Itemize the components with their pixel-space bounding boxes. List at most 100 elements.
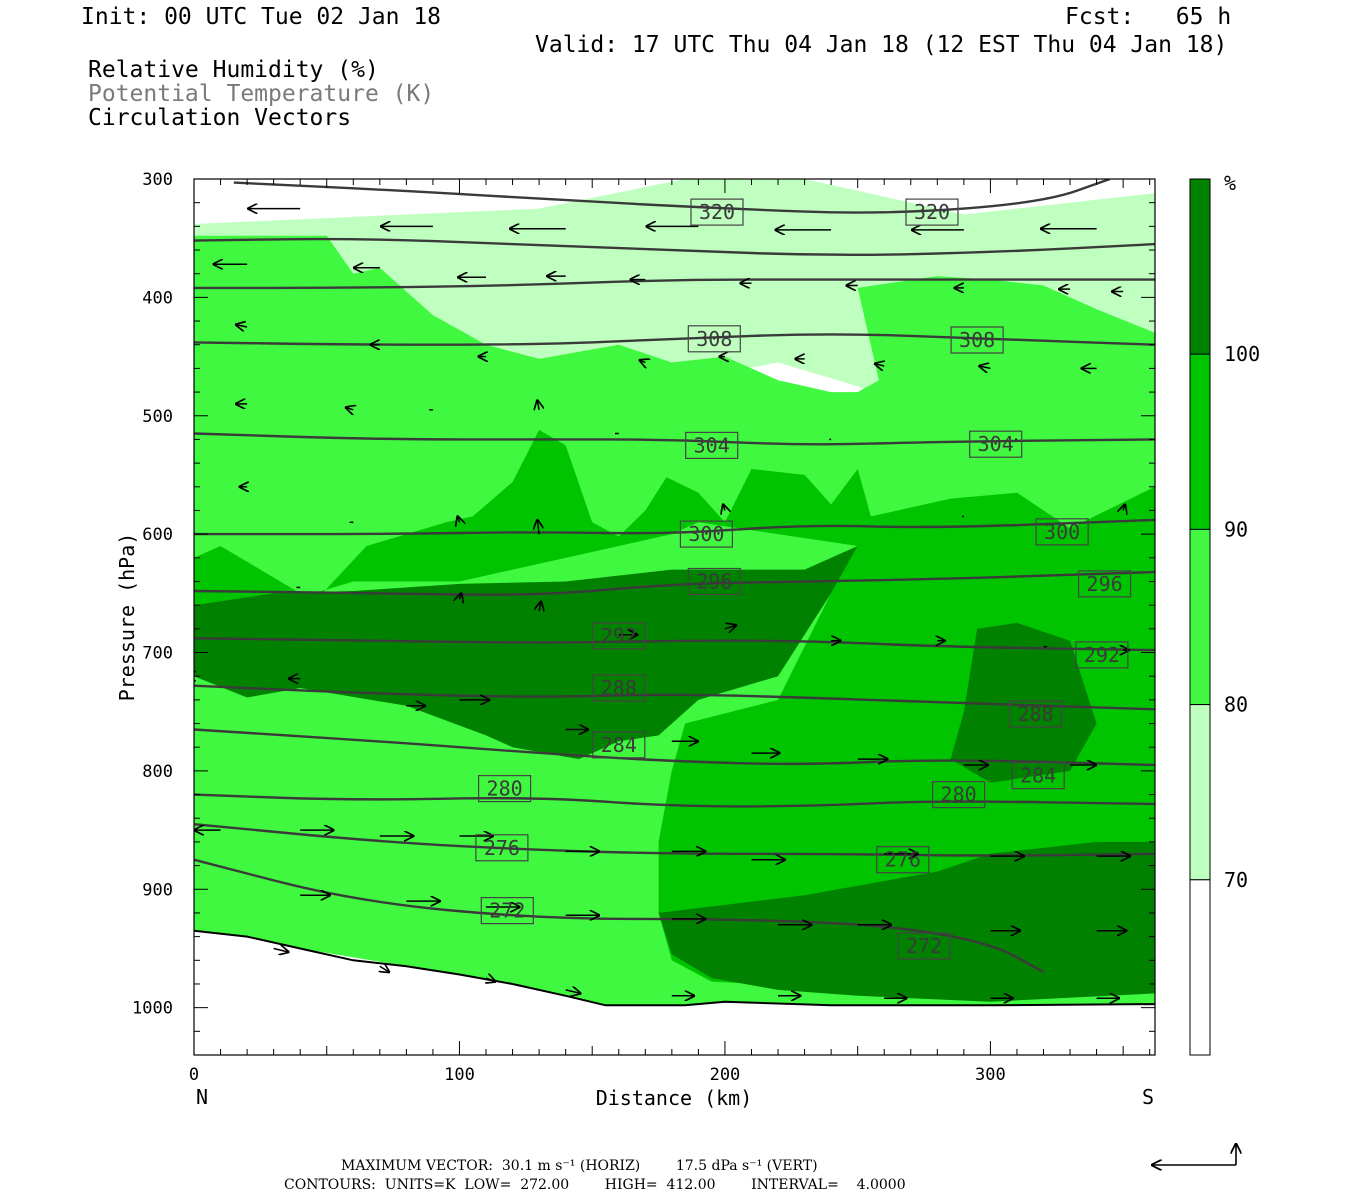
theta-label-296: 296 bbox=[687, 567, 741, 596]
rh-region-5 bbox=[950, 622, 1097, 783]
x-end-label-south: S bbox=[1142, 1085, 1154, 1109]
circulation-vector bbox=[537, 520, 539, 535]
forecast-hour: Fcst: 65 h bbox=[1065, 4, 1232, 30]
theta-label-276: 276 bbox=[876, 846, 930, 874]
theta-contour-304 bbox=[194, 432, 1155, 446]
x-tick-label: 0 bbox=[189, 1065, 199, 1085]
theta-label-308: 308 bbox=[687, 325, 741, 353]
svg-text:280: 280 bbox=[941, 783, 977, 807]
theta-contour-280 bbox=[194, 793, 1155, 808]
theta-label-296: 296 bbox=[1077, 570, 1132, 598]
theta-contour-308 bbox=[194, 333, 1155, 346]
y-tick-label: 700 bbox=[142, 644, 173, 664]
circulation-vector bbox=[537, 400, 539, 409]
field-rh-label: Relative Humidity (%) bbox=[88, 57, 379, 83]
colorbar-label: 70 bbox=[1224, 868, 1248, 892]
theta-contour-296 bbox=[194, 570, 1155, 596]
theta-label-300: 300 bbox=[1035, 518, 1089, 546]
circulation-vector bbox=[539, 602, 541, 612]
contours-note: CONTOURS: UNITS=K LOW= 272.00 HIGH= 412.… bbox=[284, 1177, 906, 1193]
colorbar-label: 100 bbox=[1224, 342, 1260, 366]
terrain-line bbox=[194, 929, 1155, 1007]
y-tick-label: 600 bbox=[142, 525, 173, 545]
valid-time: Valid: 17 UTC Thu 04 Jan 18 (12 EST Thu … bbox=[535, 32, 1228, 58]
init-time: Init: 00 UTC Tue 02 Jan 18 bbox=[81, 4, 442, 30]
circulation-vector bbox=[236, 325, 248, 327]
circulation-vector bbox=[346, 408, 354, 410]
y-tick-label: 900 bbox=[142, 880, 173, 900]
theta-label-320: 320 bbox=[690, 198, 744, 226]
svg-text:284: 284 bbox=[1020, 764, 1056, 788]
circulation-vector bbox=[486, 978, 495, 982]
theta-label-320: 320 bbox=[905, 198, 959, 226]
svg-text:308: 308 bbox=[696, 327, 732, 351]
theta-label-288: 288 bbox=[1008, 700, 1063, 728]
theta-label-276: 276 bbox=[475, 834, 529, 862]
circulation-vector bbox=[458, 516, 460, 522]
svg-text:280: 280 bbox=[487, 777, 523, 801]
x-end-label-north: N bbox=[196, 1085, 208, 1109]
colorbar-label: 90 bbox=[1224, 517, 1248, 541]
theta-label-308: 308 bbox=[950, 326, 1004, 354]
theta-label-304: 304 bbox=[969, 430, 1023, 458]
svg-text:276: 276 bbox=[885, 848, 921, 872]
y-tick-label: 500 bbox=[142, 407, 173, 427]
below-ground bbox=[194, 930, 1155, 1055]
circulation-vector bbox=[875, 364, 884, 366]
colorbar-swatch bbox=[1189, 178, 1211, 355]
y-tick-label: 800 bbox=[142, 762, 173, 782]
theta-label-280: 280 bbox=[478, 774, 532, 803]
svg-text:304: 304 bbox=[978, 432, 1014, 456]
circulation-vector bbox=[979, 366, 991, 368]
theta-label-284: 284 bbox=[1011, 761, 1065, 790]
circulation-vector bbox=[565, 990, 581, 994]
circulation-vector bbox=[460, 593, 462, 599]
svg-text:284: 284 bbox=[601, 733, 637, 757]
circulation-vector bbox=[640, 360, 646, 362]
field-theta-label: Potential Temperature (K) bbox=[88, 81, 435, 107]
y-tick-label: 1000 bbox=[132, 999, 173, 1019]
theta-contour-292 bbox=[194, 637, 1155, 652]
x-tick-label: 200 bbox=[710, 1065, 741, 1085]
x-axis-label: Distance (km) bbox=[596, 1086, 753, 1110]
svg-text:292: 292 bbox=[1084, 643, 1120, 667]
theta-label-280: 280 bbox=[931, 780, 986, 809]
svg-text:276: 276 bbox=[484, 836, 520, 860]
svg-text:288: 288 bbox=[1017, 702, 1053, 726]
y-tick-label: 400 bbox=[142, 288, 173, 308]
svg-text:296: 296 bbox=[1087, 572, 1123, 596]
theta-contour-312 bbox=[194, 278, 1155, 290]
x-tick-label: 100 bbox=[444, 1065, 475, 1085]
theta-label-272: 272 bbox=[480, 896, 534, 925]
rh-region-4 bbox=[658, 841, 1155, 1002]
theta-label-288: 288 bbox=[592, 674, 646, 702]
svg-text:300: 300 bbox=[1044, 520, 1080, 544]
y-axis-label: Pressure (hPa) bbox=[115, 533, 139, 702]
field-vectors-label: Circulation Vectors bbox=[88, 105, 352, 131]
svg-text:320: 320 bbox=[699, 200, 735, 224]
theta-label-272: 272 bbox=[897, 932, 951, 960]
theta-contour-300 bbox=[194, 518, 1155, 536]
svg-text:288: 288 bbox=[601, 676, 637, 700]
max-vector-note: MAXIMUM VECTOR: 30.1 m s⁻¹ (HORIZ) 17.5 … bbox=[341, 1158, 818, 1174]
svg-text:300: 300 bbox=[688, 522, 724, 546]
svg-text:304: 304 bbox=[694, 433, 730, 457]
plot-frame bbox=[193, 178, 1156, 1056]
circulation-vector bbox=[723, 505, 725, 511]
circulation-vector bbox=[380, 966, 389, 972]
svg-text:272: 272 bbox=[906, 934, 942, 958]
svg-text:320: 320 bbox=[914, 200, 950, 224]
y-tick-label: 300 bbox=[142, 170, 173, 190]
svg-text:272: 272 bbox=[489, 899, 525, 923]
reference-vector-icon bbox=[1152, 1144, 1236, 1165]
colorbar-swatch bbox=[1189, 704, 1211, 881]
circulation-vector bbox=[724, 625, 736, 629]
theta-label-284: 284 bbox=[592, 731, 646, 759]
svg-text:296: 296 bbox=[696, 570, 732, 594]
theta-contour-320 bbox=[233, 179, 1111, 214]
rh-region-3 bbox=[194, 546, 858, 760]
svg-text:308: 308 bbox=[959, 328, 995, 352]
colorbar-swatch bbox=[1189, 528, 1211, 706]
circulation-vector bbox=[273, 949, 289, 953]
